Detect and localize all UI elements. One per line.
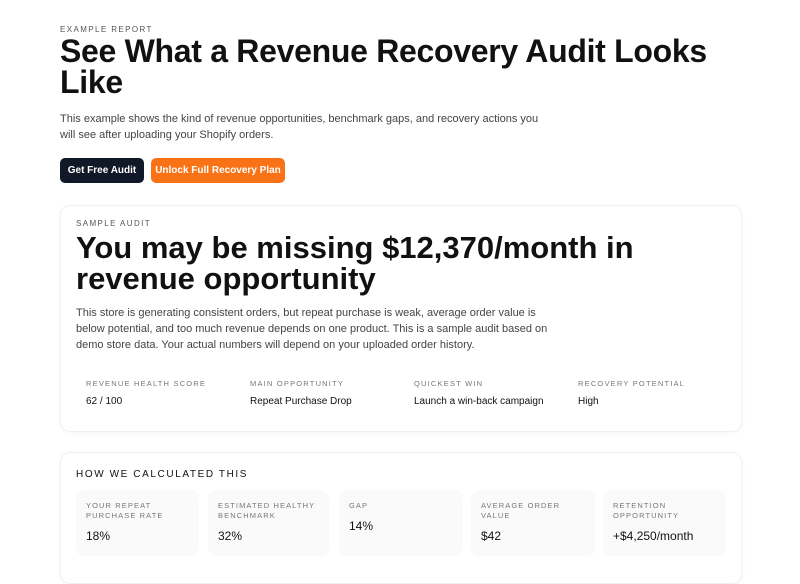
eyebrow: EXAMPLE REPORT <box>60 25 153 34</box>
metric-tile: RETENTION OPPORTUNITY +$4,250/month <box>603 490 726 556</box>
stat-label: REVENUE HEALTH SCORE <box>86 379 207 388</box>
page-description: This example shows the kind of revenue o… <box>60 113 539 141</box>
metric-tile: GAP 14% <box>339 490 463 556</box>
metric-label: YOUR REPEAT PURCHASE RATE <box>86 501 164 520</box>
stat-value: High <box>578 396 599 407</box>
stat: QUICKEST WIN Launch a win-back campaign <box>404 370 559 416</box>
metric-value: 14% <box>349 519 374 533</box>
metric-tile: AVERAGE ORDER VALUE $42 <box>471 490 595 556</box>
stat-label: QUICKEST WIN <box>414 379 484 388</box>
metric-label: AVERAGE ORDER VALUE <box>481 501 561 520</box>
metric-value: 18% <box>86 529 111 543</box>
metric-label: RETENTION OPPORTUNITY <box>613 501 680 520</box>
stat-value: 62 / 100 <box>86 396 123 407</box>
audit-eyebrow: SAMPLE AUDIT <box>76 219 152 228</box>
calculation-title: HOW WE CALCULATED THIS <box>76 469 249 480</box>
stat-label: RECOVERY POTENTIAL <box>578 379 686 388</box>
metric-value: 32% <box>218 529 243 543</box>
stat-label: MAIN OPPORTUNITY <box>250 379 345 388</box>
page: EXAMPLE REPORT See What a Revenue Recove… <box>60 25 742 584</box>
metric-value: $42 <box>481 529 502 543</box>
audit-card <box>60 205 742 432</box>
metric-label: GAP <box>349 501 369 510</box>
page-title: See What a Revenue Recovery Audit Looks … <box>60 33 707 100</box>
stat-value: Repeat Purchase Drop <box>250 396 352 407</box>
metric-value: +$4,250/month <box>613 529 694 543</box>
stat: RECOVERY POTENTIAL High <box>568 370 723 416</box>
metric-label: ESTIMATED HEALTHY BENCHMARK <box>218 501 316 520</box>
metric-tile: YOUR REPEAT PURCHASE RATE 18% <box>76 490 199 556</box>
stat: REVENUE HEALTH SCORE 62 / 100 <box>76 370 231 416</box>
stat-value: Launch a win-back campaign <box>414 396 544 407</box>
primary-button[interactable]: Get Free Audit <box>60 158 144 183</box>
stat: MAIN OPPORTUNITY Repeat Purchase Drop <box>240 370 395 416</box>
secondary-button[interactable]: Unlock Full Recovery Plan <box>151 158 285 183</box>
audit-description: This store is generating consistent orde… <box>76 307 548 351</box>
audit-headline: You may be missing $12,370/month in reve… <box>76 230 634 296</box>
metric-tile: ESTIMATED HEALTHY BENCHMARK 32% <box>208 490 329 556</box>
